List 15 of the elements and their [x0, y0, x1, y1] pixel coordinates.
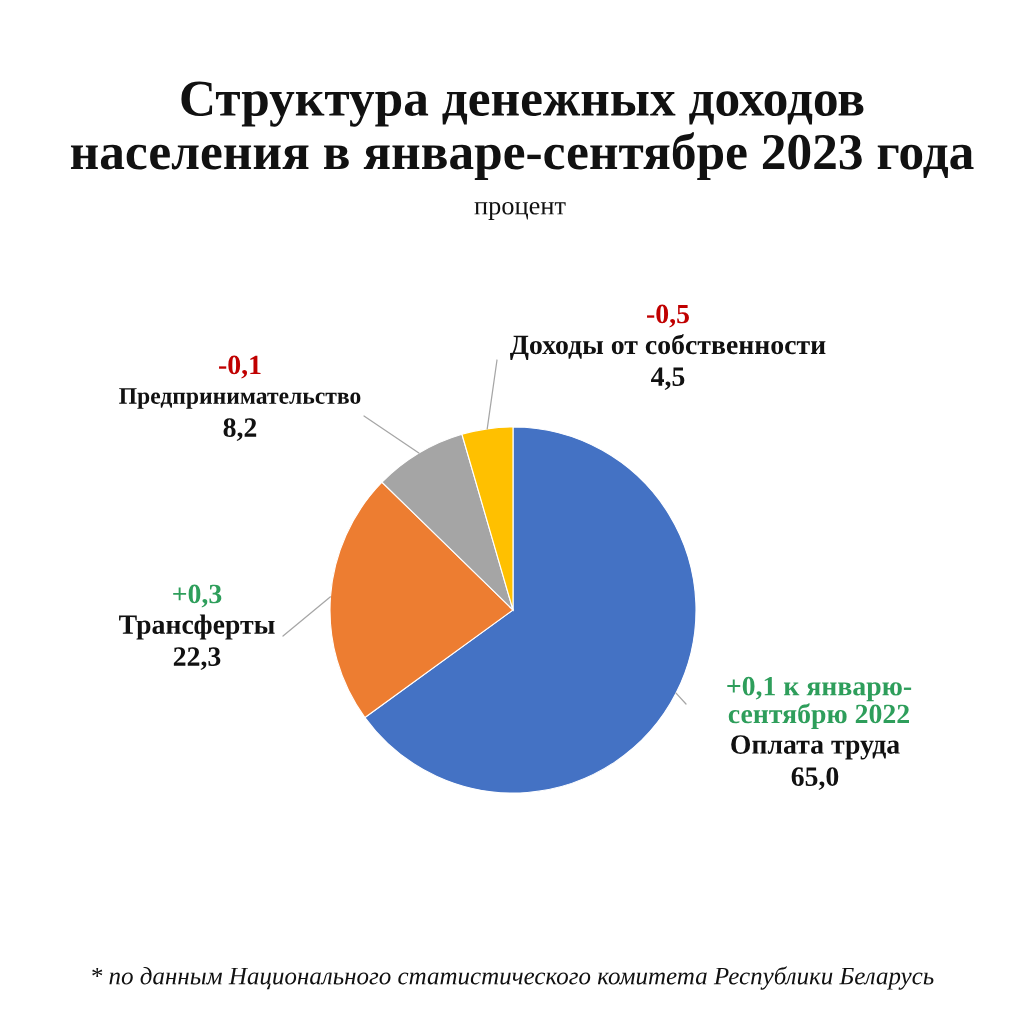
- chart-subtitle: процент: [474, 201, 566, 220]
- text: * по данным Национального статистического комитета Республики Беларусь: [92, 966, 934, 990]
- slice-label: Предпринимательство: [119, 388, 361, 409]
- text: -0,5: [647, 304, 689, 328]
- slice-label: Трансферты: [119, 614, 275, 640]
- slice-label: Оплата труда: [731, 735, 900, 760]
- data-label: 4,5: [651, 367, 685, 390]
- text: -0,1: [219, 355, 261, 379]
- slice-label: Доходы от собственности: [510, 334, 826, 360]
- data-label: 22,3: [173, 647, 221, 670]
- data-label: 8,2: [223, 418, 257, 441]
- chart-title: Структура денежных доходов населения в январе-сентябре 2023 года: [70, 81, 974, 180]
- text: +0,1 к январю- сентябрю 2022: [727, 676, 912, 729]
- text: +0,3: [173, 584, 222, 608]
- data-label: 65,0: [791, 767, 839, 790]
